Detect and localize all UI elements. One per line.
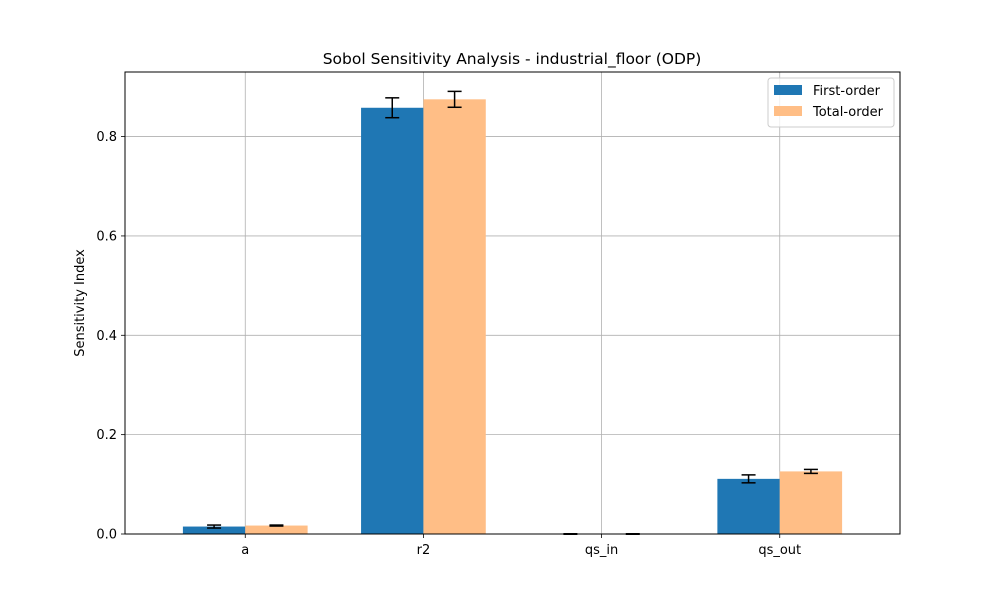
- bar-total-order-qs-out: [779, 471, 843, 534]
- y-tick-label: 0.8: [96, 130, 117, 145]
- legend-swatch-total-order: [774, 106, 802, 116]
- bar-first-order-qs-out: [717, 478, 780, 534]
- x-tick-label-r2: r2: [417, 543, 431, 558]
- error-bar-first-order-r2: [385, 97, 400, 119]
- legend-label-first-order: First-order: [813, 84, 881, 99]
- y-tick-label: 0.0: [96, 528, 117, 543]
- error-bar-total-order-r2: [447, 90, 462, 109]
- x-tick-label-qs-in: qs_in: [585, 543, 618, 558]
- error-bar-first-order-qs-out: [741, 474, 756, 484]
- ticks: 0.0 0.2 0.4 0.6 0.8 a r2 qs_in qs_out: [96, 130, 801, 558]
- error-bar-total-order-qs-out: [803, 468, 818, 475]
- bar-first-order-r2: [361, 107, 424, 535]
- error-bar-first-order-a: [207, 524, 222, 529]
- bar-total-order-a: [245, 525, 308, 534]
- error-bar-total-order-a: [269, 524, 284, 527]
- y-tick-label: 0.6: [96, 229, 117, 244]
- legend-label-total-order: Total-order: [812, 105, 884, 120]
- bars: [182, 99, 843, 535]
- legend-swatch-first-order: [774, 85, 802, 95]
- x-tick-label-qs-out: qs_out: [758, 543, 801, 558]
- y-tick-label: 0.2: [96, 428, 117, 443]
- chart-title: Sobol Sensitivity Analysis - industrial_…: [323, 50, 702, 69]
- y-tick-label: 0.4: [96, 329, 117, 344]
- legend: First-order Total-order: [767, 77, 895, 128]
- bar-first-order-a: [182, 526, 246, 534]
- plot-frame: [124, 71, 901, 535]
- x-tick-label-a: a: [241, 543, 249, 558]
- y-axis-label: Sensitivity Index: [73, 249, 88, 357]
- bar-total-order-r2: [423, 99, 486, 535]
